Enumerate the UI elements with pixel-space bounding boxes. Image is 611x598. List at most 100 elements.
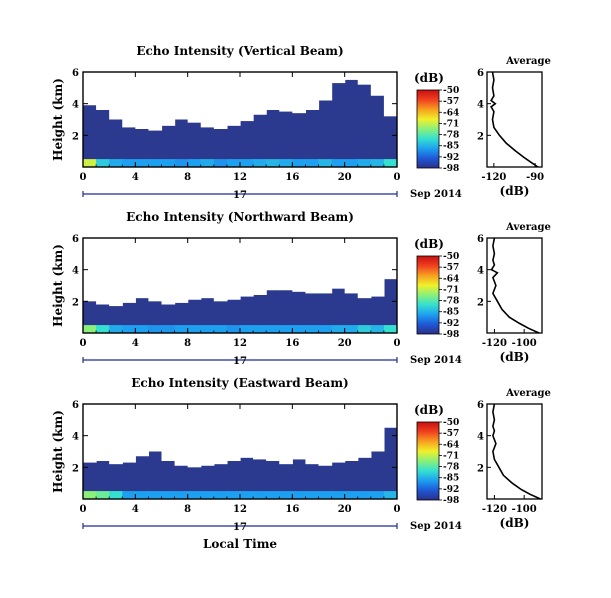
surface-echo-cell (83, 491, 97, 499)
panel-title: Echo Intensity (Eastward Beam) (131, 376, 348, 390)
colorbar-unit: (dB) (414, 71, 444, 85)
no-echo-region (383, 72, 398, 117)
x-tick-label: 16 (285, 172, 299, 183)
surface-echo-cell (253, 491, 267, 499)
no-echo-region (200, 72, 215, 128)
colorbar-tick-label: -85 (443, 308, 459, 318)
x-tick-label: 0 (394, 504, 401, 515)
panel-3: Echo Intensity (Eastward Beam) 0 4 8 12 16 20 0… (51, 376, 551, 533)
surface-echo-cell (187, 325, 202, 333)
average-x-tick-label: -120 (481, 172, 506, 183)
colorbar-unit: (dB) (414, 237, 444, 251)
surface-echo-cell (357, 491, 372, 499)
surface-echo-cell (213, 491, 228, 499)
no-echo-region (96, 238, 110, 305)
y-tick-label: 4 (72, 100, 79, 111)
no-echo-region (226, 72, 241, 126)
y-tick-label: 6 (72, 234, 79, 245)
x-tick-label: 4 (132, 338, 139, 349)
average-y-tick-label: 2 (477, 131, 484, 142)
no-echo-region (187, 72, 202, 123)
colorbar-tick-label: -78 (443, 463, 459, 473)
no-echo-region (318, 404, 333, 466)
no-echo-region (266, 72, 280, 110)
no-echo-region (96, 404, 110, 461)
colorbar-tick-label: -64 (443, 440, 459, 450)
no-echo-region (344, 72, 359, 80)
surface-echo-cell (383, 325, 398, 333)
surface-echo-cell (135, 159, 150, 167)
no-echo-region (148, 404, 163, 452)
surface-echo-cell (331, 159, 346, 167)
colorbar-tick-label: -57 (443, 263, 459, 273)
no-echo-region (292, 238, 307, 292)
x-tick-label: 0 (394, 172, 401, 183)
no-echo-region (370, 404, 385, 452)
colorbar-tick-label: -92 (443, 319, 459, 329)
no-echo-region (161, 238, 176, 305)
colorbar-tick-label: -50 (443, 86, 459, 96)
no-echo-region (305, 404, 320, 465)
no-echo-region (318, 72, 333, 101)
average-frame (486, 71, 543, 168)
surface-echo-cell (187, 491, 202, 499)
average-x-axis-label: (dB) (500, 350, 530, 364)
surface-echo-cell (161, 325, 176, 333)
no-echo-region (279, 404, 293, 465)
no-echo-region (266, 238, 280, 291)
panel-title: Echo Intensity (Vertical Beam) (136, 44, 343, 58)
surface-echo-cell (187, 159, 202, 167)
no-echo-region (109, 238, 123, 307)
average-x-tick-label: -120 (482, 504, 507, 515)
no-echo-region (109, 404, 123, 465)
no-echo-region (370, 238, 385, 297)
no-echo-region (148, 72, 163, 131)
surface-echo-cell (109, 325, 123, 333)
no-echo-region (174, 72, 189, 120)
date-label: Sep 2014 (410, 189, 462, 200)
average-x-tick-label: -100 (512, 504, 537, 515)
surface-echo-cell (383, 491, 398, 499)
surface-echo-cell (305, 325, 320, 333)
x-tick-label: 16 (285, 504, 299, 515)
no-echo-region (96, 72, 110, 110)
average-profile-line (492, 403, 541, 500)
surface-echo-cell (331, 325, 346, 333)
no-echo-region (213, 72, 228, 129)
date-label: Sep 2014 (410, 521, 462, 532)
no-echo-region (292, 404, 307, 460)
average-y-tick-label: 6 (477, 68, 484, 79)
colorbar-tick-label: -57 (443, 97, 459, 107)
no-echo-region (200, 404, 215, 466)
colorbar-tick-label: -98 (443, 164, 459, 174)
surface-echo-cell (305, 159, 320, 167)
colorbar-tick-label: -64 (443, 108, 459, 118)
no-echo-region (383, 238, 398, 280)
average-x-axis-label: (dB) (500, 184, 530, 198)
surface-echo-cell (344, 325, 359, 333)
x-tick-label: 20 (338, 504, 352, 515)
x-tick-label: 8 (184, 172, 191, 183)
no-echo-region (213, 238, 228, 302)
x-tick-label: 4 (132, 504, 139, 515)
no-echo-region (174, 404, 189, 466)
colorbar-tick-label: -92 (443, 485, 459, 495)
colorbar-tick-label: -71 (443, 451, 459, 461)
x-axis-label: Local Time (203, 537, 277, 551)
no-echo-region (135, 72, 150, 129)
x-tick-label: 0 (394, 338, 401, 349)
day-label: 17 (233, 190, 247, 201)
surface-echo-cell (226, 159, 241, 167)
surface-echo-cell (200, 325, 215, 333)
colorbar-tick-label: -98 (443, 496, 459, 506)
x-tick-label: 12 (233, 172, 247, 183)
y-axis-label: Height (km) (51, 78, 65, 161)
no-echo-region (122, 72, 136, 128)
surface-echo-cell (279, 325, 293, 333)
surface-echo-cell (213, 159, 228, 167)
x-tick-label: 20 (338, 338, 352, 349)
colorbar-tick-label: -78 (443, 131, 459, 141)
surface-echo-cell (122, 325, 136, 333)
date-label: Sep 2014 (410, 355, 462, 366)
surface-echo-cell (370, 491, 385, 499)
